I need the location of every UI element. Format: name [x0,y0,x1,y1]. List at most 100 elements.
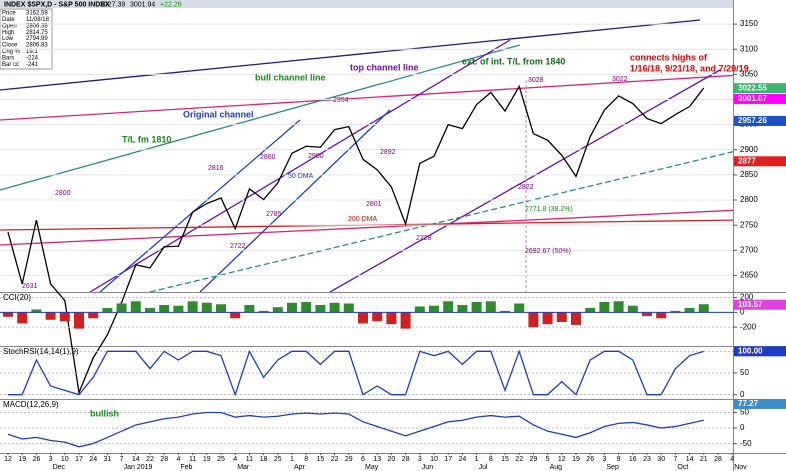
trend-line [0,19,701,91]
y-tick-label: 0 [740,390,745,399]
bar [116,303,127,313]
annotation: 2860 [260,154,276,161]
value-flag [734,299,786,310]
x-tick-label: 29 [345,456,353,463]
annotation: 1/16/18, 9/21/18, and 7/29/19 [630,63,749,73]
info-value: 2806.38 [26,23,48,29]
bar [627,305,638,313]
bar [329,302,340,313]
month-label: Aug [550,464,563,471]
bar [88,312,99,319]
title: INDEX $SPX,D - S&P 500 INDEX [4,1,110,8]
title-bar [0,0,733,8]
annotation: 200 DMA [348,216,378,223]
value-flag-label: 100.00 [738,346,763,355]
panel-title: MACD(12,26,9) [3,400,59,409]
bar [528,312,539,328]
x-tick-label: 15 [501,456,509,463]
y-tick-label: 2650 [740,271,758,280]
value-flag-label: 2957.26 [738,116,767,125]
x-tick-label: 20 [388,456,396,463]
annotation: 50 DMA [288,173,314,180]
bar [74,312,84,329]
x-tick-label: 17 [75,456,83,463]
quote: +22.26 [160,1,182,8]
y-tick-label: 50 [740,368,749,377]
bar [272,307,283,313]
bar [656,312,667,319]
annotation: connects highs of [630,52,708,62]
annotation: 2631 [22,283,38,290]
month-label: Jan 2019 [124,464,153,471]
x-tick-label: 7 [120,456,124,463]
trend-line [329,69,721,292]
bar [372,312,383,322]
bar [642,312,652,317]
annotation: bull channel line [255,72,326,82]
series-line [7,84,705,395]
y-tick-label: 2750 [740,220,758,229]
bar [457,304,468,313]
value-flag-label: 103.57 [738,300,763,309]
month-label: Apr [294,464,306,471]
annotation: 3028 [528,77,544,84]
info-box [0,8,53,70]
x-tick-label: 7 [673,456,677,463]
x-tick-label: 24 [459,456,467,463]
annotation: 2954 [333,97,349,104]
bar [585,307,596,313]
bar [414,306,425,313]
x-tick-label: 22 [146,456,154,463]
series-line [8,349,704,397]
x-tick-label: 13 [373,456,381,463]
x-tick-label: 23 [643,456,651,463]
x-tick-label: 19 [203,456,211,463]
x-tick-label: 12 [558,456,566,463]
annotation: 3022 [612,76,628,83]
bar [201,302,212,313]
info-label: Chg % [2,49,21,55]
bar [3,312,13,317]
bar [514,303,525,313]
bar [244,304,255,313]
y-tick-label: 3100 [740,44,758,53]
trend-line [0,74,733,121]
panel-title: StochRSI(14,14(1),9) [3,347,79,356]
month-label: Jul [479,464,488,471]
x-tick-label: 14 [686,456,694,463]
bar [59,312,70,322]
x-tick-label: 12 [4,456,12,463]
bar [173,305,184,313]
x-tick-label: 1 [475,456,479,463]
annotation: 2722 [230,243,246,250]
quote: 3027.39 [100,1,125,8]
annotation: 2785 [266,211,282,218]
month-label: Mar [237,464,250,471]
value-flag-label: 77.27 [738,399,759,408]
x-tick-label: 8 [489,456,493,463]
info-label: High [2,30,14,36]
panel: -200 0 200 CCI(20) 103.57 [0,293,786,331]
panel-title: CCI(20) [3,293,31,302]
panel: 050100StochRSI(14,14(1),9)100.00 [0,346,786,399]
x-tick-label: 4 [730,456,734,463]
info-value: 2806.83 [26,43,48,49]
bar [130,301,141,313]
bar [45,312,56,320]
x-tick-label: 5 [546,456,550,463]
y-tick-label: 0 [740,307,745,316]
bar [599,302,610,313]
y-tick-label: -200 [740,322,757,331]
y-tick-label: 50 [740,408,749,417]
month-label: Dec [53,464,66,471]
month-label: Oct [677,464,688,471]
x-tick-label: 31 [104,456,112,463]
bar [301,302,312,313]
bar [443,301,454,313]
y-tick-label: 0 [740,423,745,432]
y-tick-label: 3150 [740,19,758,28]
y-tick-label: -50 [740,439,752,448]
bar [287,302,297,313]
